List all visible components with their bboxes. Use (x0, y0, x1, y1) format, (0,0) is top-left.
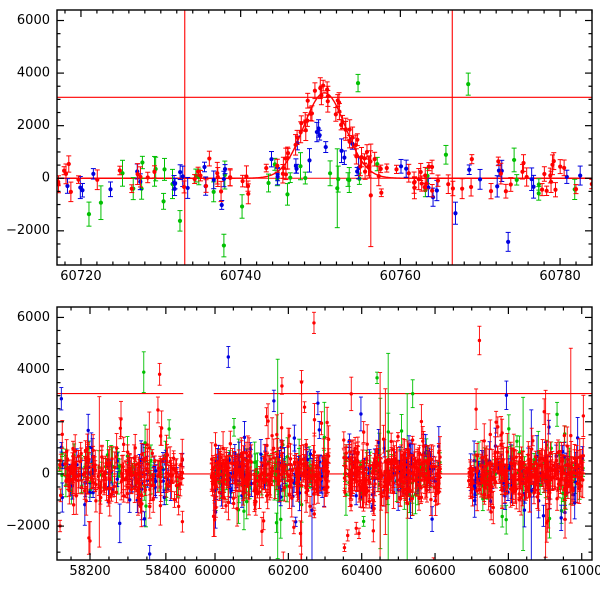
light-curve-canvas (0, 0, 600, 600)
light-curve-figure (0, 0, 600, 600)
